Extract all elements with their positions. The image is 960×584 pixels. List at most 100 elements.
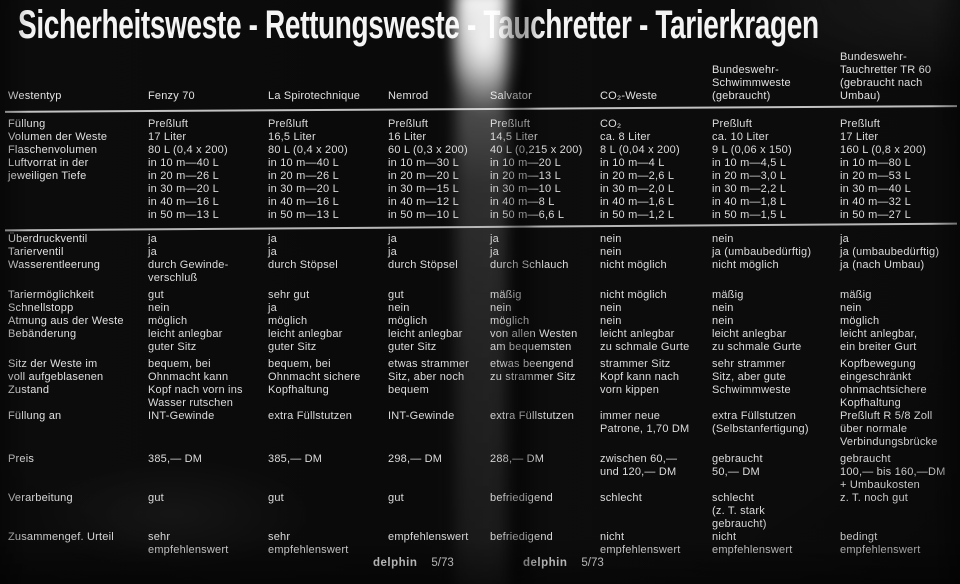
table-cell: Preßluft [148,118,189,130]
row-label: Füllung an [8,410,62,422]
table-cell: durch Stöpsel [388,259,458,271]
table-cell: schlecht [600,492,642,504]
table-cell: mäßig [490,289,522,301]
table-cell: 298,— DM [388,453,443,465]
row-label: Wasserentleerung [8,259,101,271]
table-cell: strammer Sitz Kopf kann nach vorn kippen [600,358,680,396]
table-row: Preis 385,— DM 385,— DM 298,— DM 288,— D… [0,453,960,492]
table-cell: in 10 m—4 L in 20 m—2,6 L in 30 m—2,0 L … [600,157,675,221]
table-cell: leicht anlegbar zu schmale Gurte [600,328,690,353]
row-label: Verarbeitung [8,492,73,504]
table-cell: leicht anlegbar guter Sitz [148,328,223,353]
table-cell: nein [600,233,622,245]
table-cell: befriedigend [490,531,553,543]
column-header-co2-weste: CO₂-Weste [600,90,658,102]
table-cell: sehr gut [268,289,310,301]
table-cell: schlecht (z. T. stark gebraucht) [712,492,767,530]
table-row: Tariermöglichkeit gut sehr gut gut mäßig… [0,289,960,302]
table-cell: in 10 m—40 L in 20 m—26 L in 30 m—20 L i… [148,157,219,221]
row-label: Flaschenvolumen [8,144,98,156]
table-row: Überdruckventil ja ja ja ja nein nein ja [0,233,960,246]
table-cell: ja (umbaubedürftig) [712,246,812,258]
row-label: Tariermöglichkeit [8,289,94,301]
table-cell: INT-Gewinde [148,410,215,422]
table-cell: Preßluft R 5/8 Zoll über normale Verbind… [840,410,938,448]
table-cell: sehr strammer Sitz, aber gute Schwimmwes… [712,358,791,396]
row-label: Luftvorrat in der jeweiligen Tiefe [8,157,89,182]
table-header-row: Westentyp Fenzy 70 La Spirotechnique Nem… [0,46,960,104]
table-cell: ja [148,246,157,258]
table-cell: durch Stöpsel [268,259,338,271]
table-cell: Preßluft [490,118,531,130]
table-cell: extra Füllstutzen (Selbstanfertigung) [712,410,809,435]
table-cell: bedingt empfehlenswert [840,531,921,556]
table-cell: empfehlenswert [388,531,469,543]
table-cell: 80 L (0,4 x 200) [148,144,228,156]
table-cell: 17 Liter [148,131,187,143]
table-cell: möglich [388,315,428,327]
footer-left: delphin 5/73 [373,557,454,569]
table-cell: ja (nach Umbau) [840,259,925,271]
table-cell: nicht möglich [600,259,667,271]
table-cell: 160 L (0,8 x 200) [840,144,927,156]
table-cell: nein [148,302,170,314]
table-cell: von allen Westen am bequemsten [490,328,578,353]
table-cell: leicht anlegbar, ein breiter Gurt [840,328,918,353]
table-cell: extra Füllstutzen [490,410,575,422]
page-footer: delphin 5/73 delphin 5/73 [0,557,960,577]
row-label: Volumen der Weste [8,131,108,143]
table-cell: ja [148,233,157,245]
row-label: Atmung aus der Weste [8,315,124,327]
column-header-la-spirotechnique: La Spirotechnique [268,90,361,102]
column-header-westentyp: Westentyp [8,90,62,102]
row-label: Tarierventil [8,246,64,258]
table-cell: nicht möglich [712,259,779,271]
table-cell: ja [840,233,849,245]
issue-number: 5/73 [431,557,454,569]
table-cell: nein [712,233,734,245]
table-cell: nein [600,315,622,327]
table-cell: nein [840,302,862,314]
table-cell: Preßluft [840,118,881,130]
table-cell: 60 L (0,3 x 200) [388,144,468,156]
table-cell: nein [712,315,734,327]
table-cell: ja [490,233,499,245]
table-cell: 16 Liter [388,131,427,143]
table-cell: extra Füllstutzen [268,410,353,422]
row-label: Zusammengef. Urteil [8,531,114,543]
table-cell: möglich [490,315,530,327]
table-cell: ca. 8 Liter [600,131,651,143]
column-header-salvator: Salvator [490,90,532,102]
table-row: Füllung Preßluft Preßluft Preßluft Preßl… [0,118,960,131]
table-cell: durch Schlauch [490,259,569,271]
table-cell: leicht anlegbar zu schmale Gurte [712,328,802,353]
table-cell: ca. 10 Liter [712,131,769,143]
table-cell: nein [712,302,734,314]
table-cell: nein [600,246,622,258]
column-header-bundeswehr-tauchretter: Bundeswehr- Tauchretter TR 60 (gebraucht… [840,51,932,102]
table-cell: in 10 m—40 L in 20 m—26 L in 30 m—20 L i… [268,157,339,221]
table-cell: möglich [840,315,880,327]
table-cell: ja [268,302,277,314]
page-title: Sicherheitsweste - Rettungsweste - Tauch… [18,3,819,47]
column-header-nemrod: Nemrod [388,90,429,102]
table-row: Volumen der Weste 17 Liter 16,5 Liter 16… [0,131,960,144]
table-cell: in 10 m—20 L in 20 m—13 L in 30 m—10 L i… [490,157,565,221]
table-row: Luftvorrat in der jeweiligen Tiefe in 10… [0,157,960,222]
table-cell: leicht anlegbar guter Sitz [268,328,343,353]
header-divider-line [5,105,957,113]
table-cell: 16,5 Liter [268,131,316,143]
table-cell: ja [388,233,397,245]
table-cell: ja [268,233,277,245]
table-cell: gut [148,289,164,301]
table-cell: 288,— DM [490,453,545,465]
column-header-fenzy-70: Fenzy 70 [148,90,195,102]
table-section-volumes: Füllung Preßluft Preßluft Preßluft Preßl… [0,118,960,222]
magazine-name: delphin [523,557,568,569]
table-cell: durch Gewinde- verschluß [148,259,229,284]
table-cell: CO₂ [600,118,622,130]
table-cell: sehr empfehlenswert [148,531,229,556]
table-cell: 14,5 Liter [490,131,538,143]
table-row: Sitz der Weste im voll aufgeblasenen Zus… [0,358,960,410]
issue-number: 5/73 [581,557,604,569]
